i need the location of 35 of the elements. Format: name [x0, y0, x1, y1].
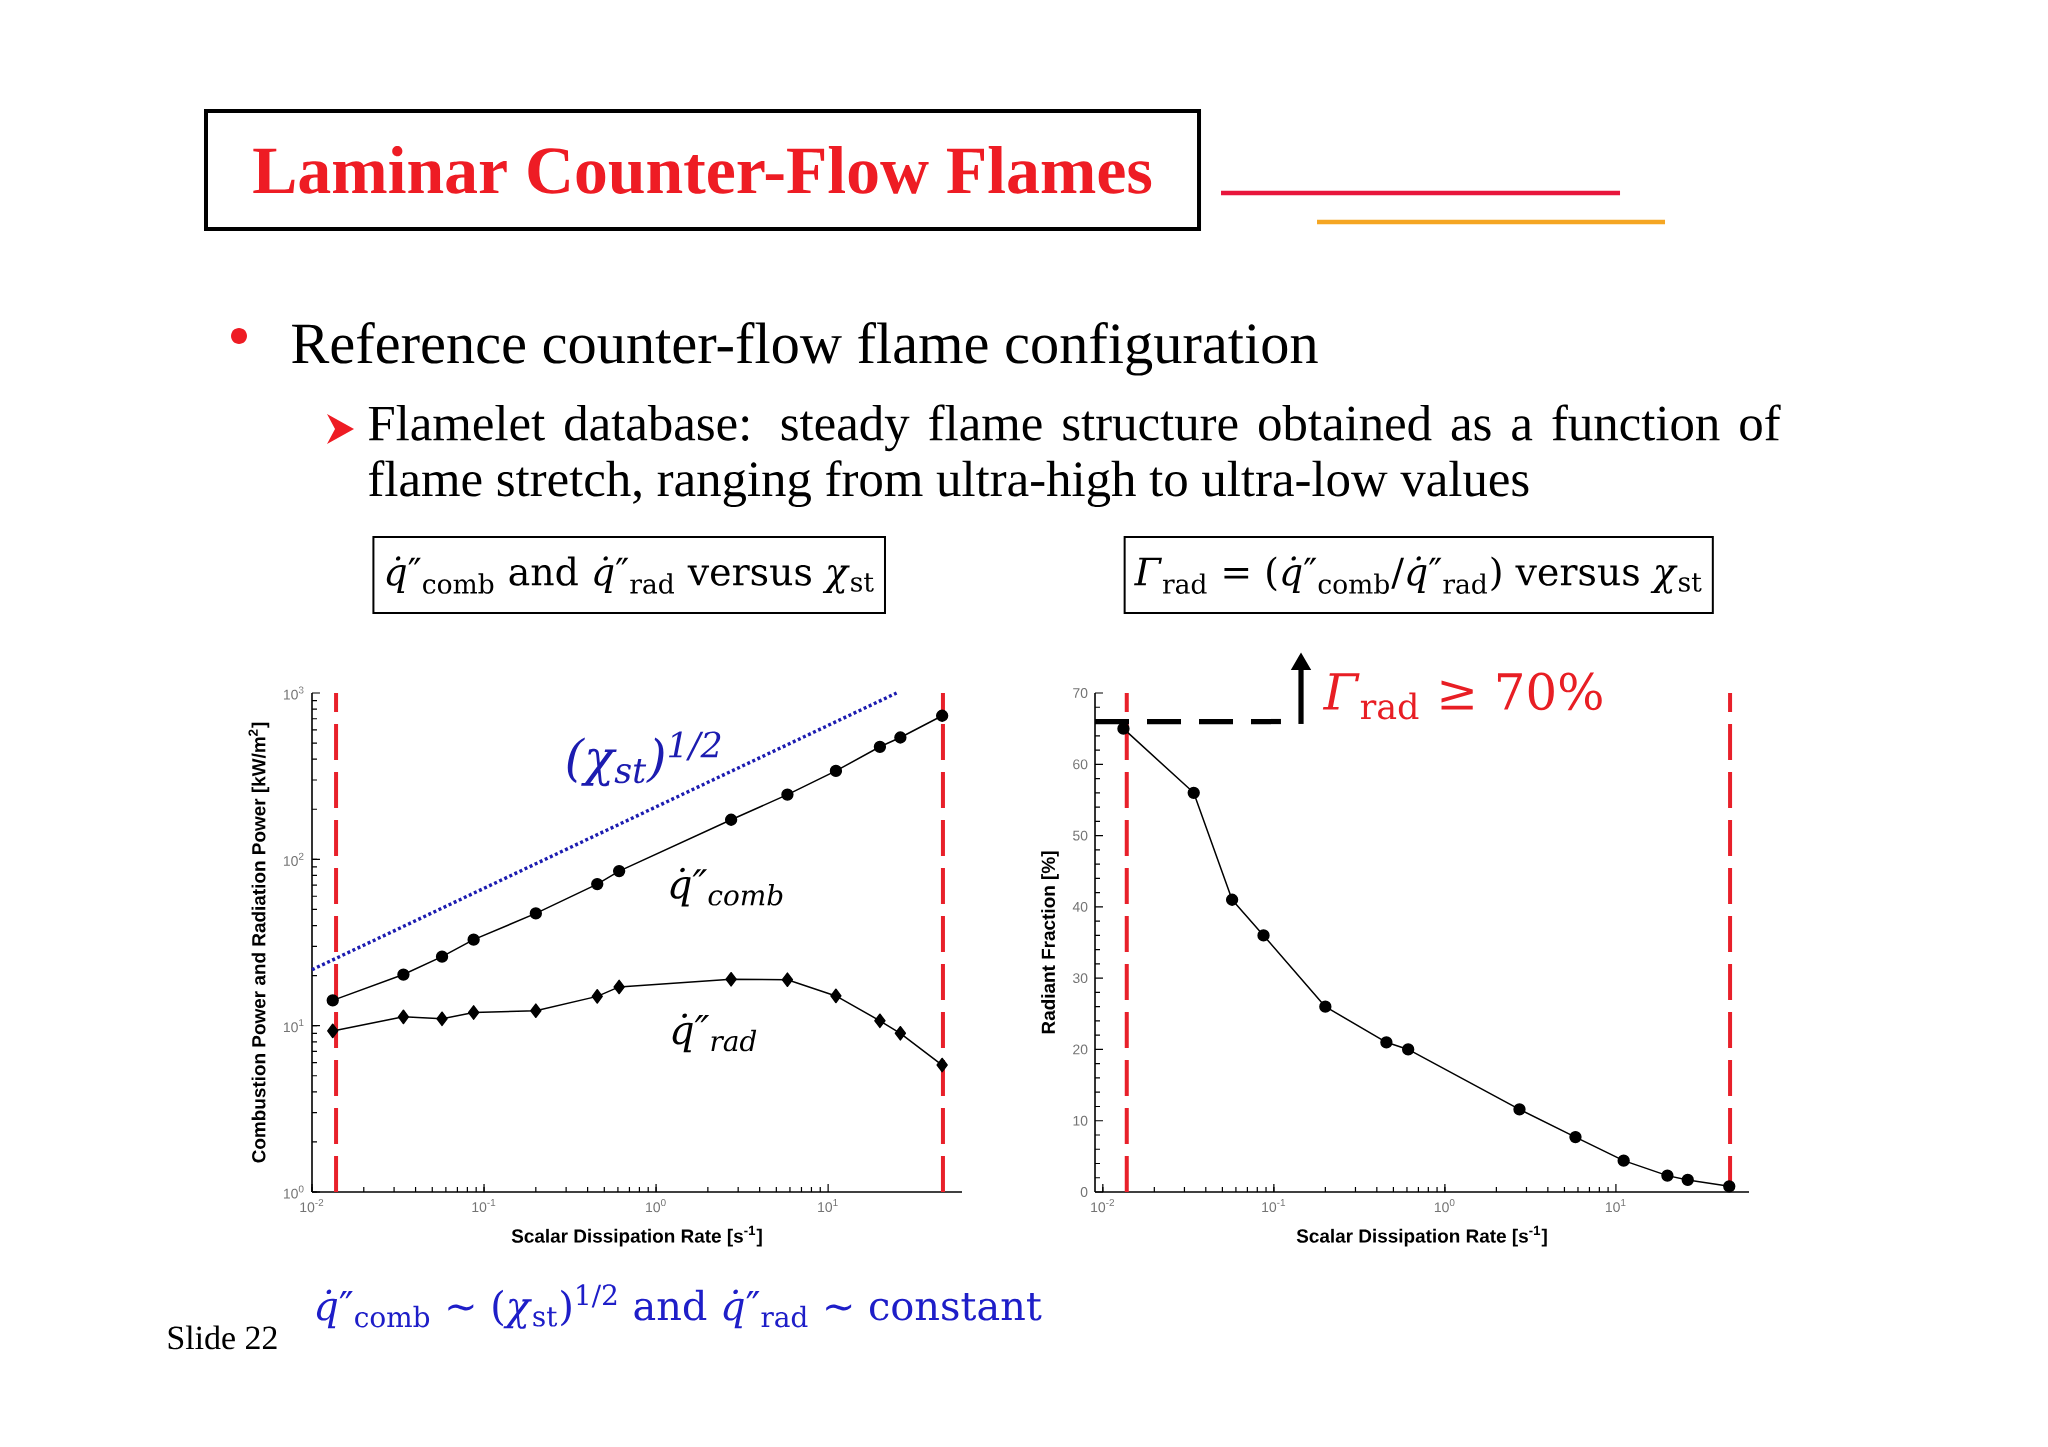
series-label: q̇″$_{rad}$	[672, 1013, 757, 1053]
text: Slide 22	[168, 1325, 277, 1350]
series-label: (χ$_{st}$)$^{1/2}$	[567, 731, 721, 787]
y-tick-label: 10$^{2}$	[283, 852, 304, 866]
x-axis-title: Scalar Dissipation Rate [s$^{-1}$]	[1296, 1225, 1547, 1247]
x-tick-label: 10$^{-1}$	[1262, 1199, 1286, 1213]
y-tick-label: 70	[1073, 688, 1088, 698]
x-tick-label: 10$^{0}$	[646, 1199, 666, 1213]
y-tick-label: 0	[1080, 1187, 1088, 1197]
y-axis-title: Combustion Power and Radiation Power [kW/m$^{2}$]	[248, 722, 270, 1163]
y-tick-label: 40	[1072, 901, 1088, 912]
text: q̇″$_{comb}$ ~ (χ$_{st}$)$^{1/2}$ and q̇″$_{rad}$ ~ constant	[316, 1284, 1042, 1329]
y-tick-label: 10$^{0}$	[283, 1185, 304, 1199]
y-tick-label: 60	[1073, 759, 1088, 770]
chart-title: Γ$_{rad}$ = (q̇″$_{comb}$/q̇″$_{rad}$) versus χ$_{st}$	[1134, 556, 1702, 594]
x-tick-label: 10$^{0}$	[1434, 1199, 1455, 1213]
y-tick-label: 10$^{1}$	[283, 1019, 304, 1033]
series-label: q̇″$_{comb}$	[670, 867, 783, 907]
chart-title: q̇″$_{comb}$ and q̇″$_{rad}$ versus χ$_{st}$	[386, 556, 874, 594]
x-tick-label: 10$^{-1}$	[472, 1199, 496, 1213]
text: Laminar Counter-Flow Flames	[253, 146, 1152, 194]
y-tick-label: 10	[1073, 1115, 1088, 1126]
text: Flamelet database: steady flame structure obtained as a function of flame stretch, ranging from ultra-high to ultra-low values	[368, 404, 1781, 507]
x-tick-label: 10$^{-2}$	[300, 1199, 324, 1213]
y-axis-title: Radiant Fraction [%]	[1041, 851, 1059, 1034]
x-tick-label: 10$^{1}$	[818, 1199, 838, 1213]
text: Reference counter-flow flame configuration	[292, 321, 1318, 376]
y-tick-label: 20	[1073, 1044, 1088, 1055]
annotation: Γ$_{rad}$ ≥ 70%	[1322, 672, 1602, 720]
y-tick-label: 30	[1072, 973, 1088, 984]
x-tick-label: 10$^{-2}$	[1091, 1199, 1115, 1213]
x-tick-label: 10$^{1}$	[1605, 1199, 1626, 1213]
x-axis-title: Scalar Dissipation Rate [s$^{-1}$]	[511, 1225, 762, 1247]
y-tick-label: 10$^{3}$	[283, 686, 304, 700]
y-tick-label: 50	[1073, 830, 1088, 841]
